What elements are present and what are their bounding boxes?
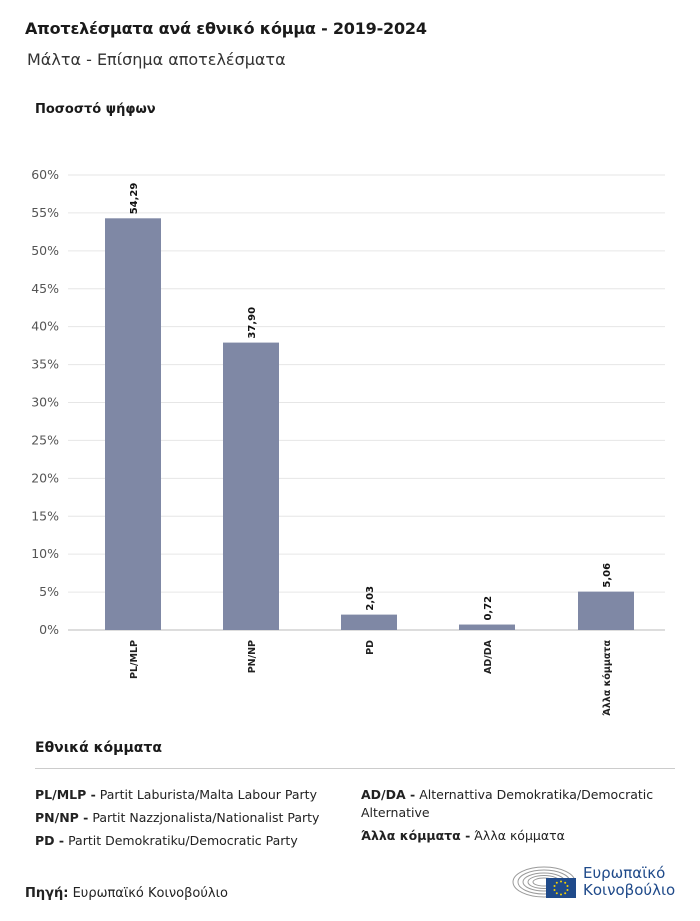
parliament-logo-icon: [512, 866, 576, 898]
x-tick-label: PL/MLP: [129, 640, 140, 679]
legend-divider: [35, 768, 675, 769]
legend-name: Άλλα κόμματα: [474, 828, 565, 843]
y-tick-label: 55%: [31, 205, 59, 220]
y-tick-label: 45%: [31, 281, 59, 296]
logo-line-1: Ευρωπαϊκό: [583, 864, 666, 882]
parliament-logo-text: Ευρωπαϊκό Κοινοβούλιο: [583, 865, 675, 899]
legend-abbr: Άλλα κόμματα -: [361, 828, 471, 843]
y-tick-label: 20%: [31, 470, 59, 485]
legend-item-other: Άλλα κόμματα - Άλλα κόμματα: [361, 827, 671, 845]
y-tick-label: 15%: [31, 508, 59, 523]
source-label: Πηγή:: [25, 886, 69, 901]
data-label: 5,06: [602, 563, 613, 588]
legend-name: Partit Demokratiku/Democratic Party: [68, 833, 298, 848]
legend-title: Εθνικά κόμματα: [35, 740, 162, 756]
bar-chart: 0% 5% 10% 15% 20% 25% 30% 35% 40% 45% 50% 55% 60% 54,…: [31, 167, 665, 716]
y-tick-label: 5%: [39, 584, 59, 599]
legend-name: Partit Nazzjonalista/Nationalist Party: [92, 810, 320, 825]
data-label: 0,72: [483, 596, 494, 621]
legend-item-pl-mlp: PL/MLP - Partit Laburista/Malta Labour P…: [35, 786, 335, 804]
legend-item-ad-da: AD/DA - Alternattiva Demokratika/Democra…: [361, 786, 671, 822]
bar: [223, 342, 279, 630]
y-tick-label: 25%: [31, 432, 59, 447]
y-tick-label: 60%: [31, 167, 59, 182]
data-label: 2,03: [365, 586, 376, 611]
legend-name: Partit Laburista/Malta Labour Party: [99, 787, 317, 802]
source-value: Ευρωπαϊκό Κοινοβούλιο: [72, 886, 228, 901]
legend-abbr: PL/MLP -: [35, 787, 96, 802]
bar: [341, 614, 397, 630]
legend-item-pn-np: PN/NP - Partit Nazzjonalista/Nationalist…: [35, 809, 335, 827]
legend-abbr: AD/DA -: [361, 787, 416, 802]
y-tick-label: 30%: [31, 395, 59, 410]
bar: [105, 218, 161, 630]
bar: [459, 624, 515, 630]
x-tick-label: PN/NP: [247, 640, 258, 673]
x-tick-label: Άλλα κόμματα: [602, 640, 613, 716]
y-tick-label: 50%: [31, 243, 59, 258]
source-note: Πηγή: Ευρωπαϊκό Κοινοβούλιο: [25, 886, 228, 901]
legend-name: Alternattiva Demokratika/Democratic Alte…: [361, 787, 654, 820]
legend-abbr: PN/NP -: [35, 810, 89, 825]
y-axis-label: Ποσοστό ψήφων: [35, 102, 156, 117]
logo-line-2: Κοινοβούλιο: [583, 881, 676, 899]
y-tick-label: 10%: [31, 546, 59, 561]
y-tick-label: 0%: [39, 622, 59, 637]
x-tick-label: AD/DA: [483, 639, 494, 674]
y-tick-label: 35%: [31, 357, 59, 372]
data-label: 54,29: [129, 183, 140, 215]
y-tick-label: 40%: [31, 319, 59, 334]
legend-item-pd: PD - Partit Demokratiku/Democratic Party: [35, 832, 335, 850]
chart-title: Αποτελέσματα ανά εθνικό κόμμα - 2019-202…: [25, 19, 427, 38]
chart-subtitle: Μάλτα - Επίσημα αποτελέσματα: [27, 50, 286, 69]
data-label: 37,90: [247, 307, 258, 339]
bar: [578, 591, 634, 630]
x-tick-label: PD: [365, 640, 376, 655]
legend-abbr: PD -: [35, 833, 65, 848]
